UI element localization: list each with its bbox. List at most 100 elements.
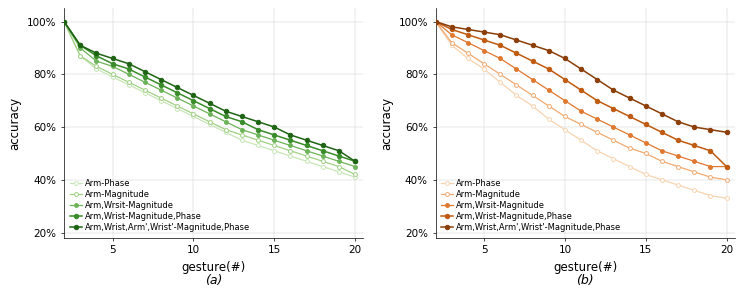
Arm,Wrsit-Magnitude [512, 67, 521, 71]
Arm,Wrsit-Magnitude [205, 112, 214, 116]
Arm,Wrist,Arm',Wrist'-Magnitude,Phase [625, 96, 634, 100]
Arm,Wrsit-Magnitude [286, 144, 295, 147]
Arm-Phase [205, 123, 214, 126]
Arm-Magnitude [593, 130, 602, 134]
Arm,Wrist-Magnitude,Phase [706, 149, 715, 153]
Arm,Wrist-Magnitude,Phase [674, 138, 683, 142]
Arm-Phase [560, 128, 569, 131]
Arm-Magnitude [479, 62, 488, 66]
Arm-Phase [431, 20, 440, 23]
Arm-Magnitude [609, 138, 618, 142]
Arm,Wrist,Arm',Wrist'-Magnitude,Phase [108, 57, 117, 60]
Arm,Wrsit-Magnitude [447, 33, 456, 37]
Arm-Phase [690, 188, 698, 192]
Arm,Wrist,Arm',Wrist'-Magnitude,Phase [76, 44, 85, 47]
Arm,Wrist-Magnitude,Phase [690, 144, 698, 147]
Arm,Wrist,Arm',Wrist'-Magnitude,Phase [560, 57, 569, 60]
Arm,Wrist,Arm',Wrist'-Magnitude,Phase [593, 78, 602, 81]
Arm-Phase [658, 178, 666, 182]
Arm-Phase [577, 138, 585, 142]
Arm-Phase [674, 183, 683, 187]
Arm,Wrist-Magnitude,Phase [545, 67, 554, 71]
Arm-Phase [157, 99, 166, 102]
Arm,Wrsit-Magnitude [722, 165, 731, 168]
Arm-Magnitude [577, 123, 585, 126]
Arm,Wrist-Magnitude,Phase [625, 115, 634, 118]
Arm,Wrsit-Magnitude [658, 149, 666, 153]
Arm,Wrist-Magnitude,Phase [157, 83, 166, 86]
Arm,Wrist-Magnitude,Phase [593, 99, 602, 102]
Arm-Phase [302, 160, 311, 163]
Arm,Wrist-Magnitude,Phase [334, 154, 343, 158]
Arm,Wrist,Arm',Wrist'-Magnitude,Phase [447, 25, 456, 28]
Arm-Magnitude [238, 133, 247, 137]
Line: Arm-Magnitude: Arm-Magnitude [62, 20, 357, 176]
Arm,Wrist,Arm',Wrist'-Magnitude,Phase [690, 125, 698, 129]
Arm,Wrist,Arm',Wrist'-Magnitude,Phase [318, 144, 327, 147]
Arm,Wrist-Magnitude,Phase [528, 59, 537, 63]
Arm,Wrsit-Magnitude [609, 125, 618, 129]
Legend: Arm-Phase, Arm-Magnitude, Arm,Wrsit-Magnitude, Arm,Wrist-Magnitude,Phase, Arm,Wr: Arm-Phase, Arm-Magnitude, Arm,Wrsit-Magn… [440, 177, 623, 234]
Arm,Wrist,Arm',Wrist'-Magnitude,Phase [674, 120, 683, 124]
Arm,Wrist,Arm',Wrist'-Magnitude,Phase [124, 62, 133, 66]
Arm,Wrist-Magnitude,Phase [318, 149, 327, 153]
Arm-Magnitude [286, 149, 295, 153]
Arm-Phase [512, 94, 521, 97]
Line: Arm,Wrist-Magnitude,Phase: Arm,Wrist-Magnitude,Phase [433, 19, 729, 169]
Arm,Wrsit-Magnitude [496, 57, 504, 60]
Arm-Magnitude [658, 160, 666, 163]
Arm,Wrist-Magnitude,Phase [92, 54, 101, 57]
Arm,Wrist,Arm',Wrist'-Magnitude,Phase [528, 44, 537, 47]
Arm,Wrsit-Magnitude [577, 109, 585, 113]
Arm-Phase [189, 115, 198, 118]
Arm-Magnitude [464, 51, 473, 55]
Arm-Magnitude [641, 152, 650, 155]
Arm,Wrsit-Magnitude [318, 154, 327, 158]
Arm,Wrsit-Magnitude [76, 46, 85, 50]
Arm,Wrist-Magnitude,Phase [221, 115, 230, 118]
Arm,Wrist-Magnitude,Phase [722, 165, 731, 168]
Arm,Wrist,Arm',Wrist'-Magnitude,Phase [545, 49, 554, 52]
Arm,Wrsit-Magnitude [124, 72, 133, 76]
Arm,Wrist,Arm',Wrist'-Magnitude,Phase [173, 86, 182, 89]
Arm,Wrist,Arm',Wrist'-Magnitude,Phase [189, 94, 198, 97]
Arm-Magnitude [302, 154, 311, 158]
Arm,Wrist-Magnitude,Phase [238, 120, 247, 124]
Arm,Wrist,Arm',Wrist'-Magnitude,Phase [512, 38, 521, 42]
Arm,Wrist-Magnitude,Phase [140, 75, 149, 79]
Arm,Wrist-Magnitude,Phase [512, 51, 521, 55]
Arm,Wrist,Arm',Wrist'-Magnitude,Phase [609, 88, 618, 92]
Arm,Wrsit-Magnitude [92, 59, 101, 63]
Arm,Wrist,Arm',Wrist'-Magnitude,Phase [157, 78, 166, 81]
Arm,Wrist-Magnitude,Phase [302, 144, 311, 147]
Arm,Wrist-Magnitude,Phase [189, 99, 198, 102]
Arm,Wrist-Magnitude,Phase [205, 107, 214, 110]
Arm,Wrist,Arm',Wrist'-Magnitude,Phase [577, 67, 585, 71]
Arm,Wrsit-Magnitude [173, 96, 182, 100]
Arm-Phase [351, 175, 360, 179]
Arm-Phase [545, 117, 554, 121]
Arm-Magnitude [59, 20, 68, 23]
Arm-Magnitude [512, 83, 521, 86]
Arm,Wrist-Magnitude,Phase [479, 38, 488, 42]
Arm-Phase [318, 165, 327, 168]
Arm,Wrist-Magnitude,Phase [76, 44, 85, 47]
Arm,Wrist,Arm',Wrist'-Magnitude,Phase [658, 112, 666, 116]
Arm-Magnitude [124, 80, 133, 84]
Line: Arm,Wrist-Magnitude,Phase: Arm,Wrist-Magnitude,Phase [62, 19, 357, 164]
Arm,Wrist-Magnitude,Phase [173, 91, 182, 95]
Arm,Wrsit-Magnitude [545, 88, 554, 92]
Arm,Wrist-Magnitude,Phase [658, 130, 666, 134]
Y-axis label: accuracy: accuracy [380, 97, 393, 150]
Arm-Magnitude [173, 104, 182, 108]
Arm-Magnitude [496, 72, 504, 76]
Arm,Wrist,Arm',Wrist'-Magnitude,Phase [464, 28, 473, 31]
Line: Arm-Phase: Arm-Phase [434, 20, 729, 200]
Line: Arm,Wrist,Arm',Wrist'-Magnitude,Phase: Arm,Wrist,Arm',Wrist'-Magnitude,Phase [433, 19, 729, 135]
Arm,Wrist-Magnitude,Phase [560, 78, 569, 81]
Arm,Wrsit-Magnitude [464, 41, 473, 44]
Arm,Wrsit-Magnitude [625, 133, 634, 137]
Arm-Magnitude [706, 175, 715, 179]
Arm,Wrist-Magnitude,Phase [124, 67, 133, 71]
Arm,Wrist-Magnitude,Phase [577, 88, 585, 92]
